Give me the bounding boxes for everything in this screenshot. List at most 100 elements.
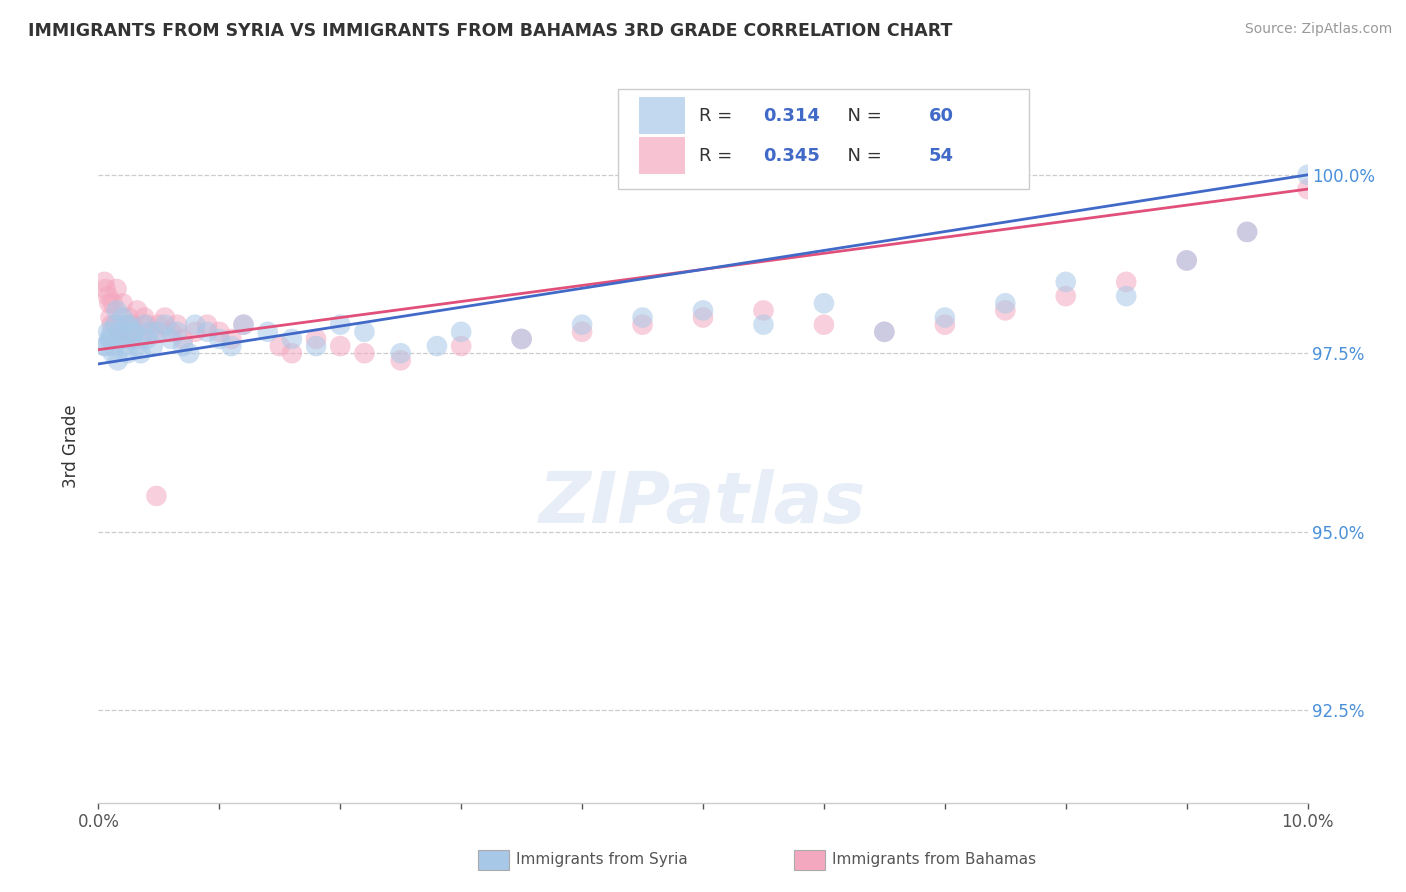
Point [97,289,120,303]
Point [1115,275,1137,289]
Point [108,332,131,346]
Point [142,339,165,353]
Point [232,318,254,332]
Point [111,310,134,325]
Point [353,325,375,339]
Y-axis label: 3rd Grade: 3rd Grade [62,404,80,488]
Point [129,332,152,346]
Point [135,318,157,332]
Text: 0.314: 0.314 [763,107,820,125]
Text: R =: R = [699,107,738,125]
Point [100,318,122,332]
Point [571,325,593,339]
Point [184,325,207,339]
Point [752,318,775,332]
Point [117,346,139,360]
Point [1175,253,1198,268]
Text: 0.345: 0.345 [763,146,820,164]
Point [1054,275,1077,289]
Point [281,332,304,346]
Point [813,296,835,310]
Point [98,296,121,310]
Point [389,346,412,360]
Point [692,303,714,318]
Point [127,303,149,318]
Point [105,282,128,296]
Point [631,318,654,332]
Point [873,325,896,339]
Point [121,318,143,332]
Point [153,310,176,325]
Point [107,325,129,339]
Point [107,353,129,368]
Point [93,339,115,353]
Point [571,318,593,332]
Text: Source: ZipAtlas.com: Source: ZipAtlas.com [1244,22,1392,37]
Point [120,325,142,339]
Point [305,339,328,353]
Text: IMMIGRANTS FROM SYRIA VS IMMIGRANTS FROM BAHAMAS 3RD GRADE CORRELATION CHART: IMMIGRANTS FROM SYRIA VS IMMIGRANTS FROM… [28,22,952,40]
Text: Immigrants from Bahamas: Immigrants from Bahamas [832,853,1036,867]
Point [115,318,138,332]
Point [195,325,218,339]
Text: Immigrants from Syria: Immigrants from Syria [516,853,688,867]
Point [166,325,188,339]
Point [329,339,352,353]
Point [134,310,156,325]
Point [813,318,835,332]
Point [510,332,533,346]
Point [135,332,157,346]
Point [184,318,207,332]
Point [195,318,218,332]
Point [353,346,375,360]
Point [94,282,117,296]
Point [692,310,714,325]
Point [994,303,1017,318]
Point [120,318,142,332]
Point [329,318,352,332]
Text: R =: R = [699,146,738,164]
Point [269,339,291,353]
Point [93,275,115,289]
Point [208,332,231,346]
Point [631,310,654,325]
Point [232,318,254,332]
Point [305,332,328,346]
Point [1236,225,1258,239]
Point [281,346,304,360]
Point [108,325,131,339]
Point [100,310,122,325]
Point [97,325,120,339]
Point [1296,182,1319,196]
Point [148,325,170,339]
Text: N =: N = [837,146,887,164]
Point [221,332,243,346]
Point [121,332,143,346]
Point [153,318,176,332]
Point [103,339,125,353]
Point [934,310,956,325]
Text: 60: 60 [929,107,955,125]
Point [160,332,183,346]
Point [873,325,896,339]
Point [138,325,160,339]
FancyBboxPatch shape [638,97,685,134]
Point [108,325,131,339]
Point [124,325,146,339]
Point [101,346,124,360]
Point [100,325,122,339]
Point [752,303,775,318]
Point [510,332,533,346]
Point [172,339,194,353]
Point [256,325,278,339]
Point [142,325,165,339]
Point [104,318,127,332]
Point [450,339,472,353]
Point [111,296,134,310]
Point [1054,289,1077,303]
Point [450,325,472,339]
Point [1115,289,1137,303]
Point [124,325,146,339]
Point [166,318,188,332]
Point [934,318,956,332]
